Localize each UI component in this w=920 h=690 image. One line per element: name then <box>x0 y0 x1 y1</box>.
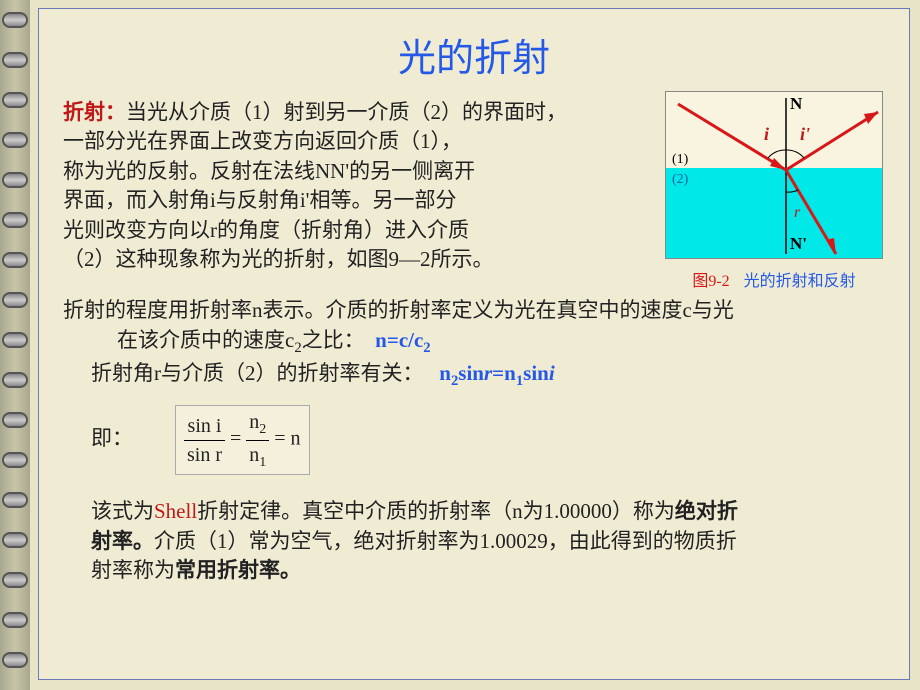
shell-l2b: 射率称为 <box>91 558 175 582</box>
def-line6: （2）这种现象称为光的折射，如图9—2所示。 <box>63 247 494 271</box>
caption-text: 光的折射和反射 <box>744 273 856 290</box>
ring <box>2 492 28 508</box>
snell-fraction-box: sin i sin r = n2 n1 = n <box>175 405 310 475</box>
idx-line1a: 折射的程度用折射率n表示。介质的折射率定义为光在真空中的速度c与光 <box>63 298 734 322</box>
shell-l1a: 该式为 <box>91 499 154 523</box>
idx-line1b: 在该介质中的速度c2之比： n=c/c2 <box>63 326 431 359</box>
ring <box>2 12 28 28</box>
index-paragraph: 折射的程度用折射率n表示。介质的折射率定义为光在真空中的速度c与光 在该介质中的… <box>63 296 885 391</box>
ring <box>2 212 28 228</box>
slide-page: 光的折射 N N' i <box>38 8 910 680</box>
shell-paragraph: 该式为Shell折射定律。真空中介质的折射率（n为1.00000）称为绝对折 射… <box>63 497 885 585</box>
def-line2: 一部分光在界面上改变方向返回介质（1）， <box>63 129 462 153</box>
ring <box>2 92 28 108</box>
absolute-index-kw2: 射率。 <box>91 529 154 553</box>
frac-sin: sin i sin r <box>184 412 225 469</box>
ray-svg <box>666 92 884 260</box>
formula-n-cc2: n=c/c2 <box>375 328 430 352</box>
frac-eq-n: = n <box>274 428 300 450</box>
absolute-index-kw1: 绝对折 <box>675 499 738 523</box>
def-line3: 称为光的反射。反射在法线NN'的另一侧离开 <box>63 159 475 183</box>
ring <box>2 612 28 628</box>
ring <box>2 412 28 428</box>
ring <box>2 252 28 268</box>
ring <box>2 372 28 388</box>
shell-l1b: 折射定律。真空中介质的折射率（n为1.00000）称为 <box>197 499 675 523</box>
ring <box>2 452 28 468</box>
page-title: 光的折射 <box>63 27 885 82</box>
shell-word: Shell <box>154 499 197 523</box>
fraction-label: 即： <box>91 426 133 450</box>
label-r: r <box>794 204 800 222</box>
formula-snell-inline: n2sinr=n1sini <box>434 361 555 385</box>
ring <box>2 132 28 148</box>
def-line5: 光则改变方向以r的角度（折射角）进入介质 <box>63 218 469 242</box>
caption-fig-num: 图9-2 <box>692 273 729 290</box>
spiral-binding <box>0 0 30 690</box>
keyword-refraction: 折射： <box>63 100 126 124</box>
label-medium1: (1) <box>672 152 688 168</box>
ring <box>2 292 28 308</box>
diagram-box: N N' i i' r (1) (2) <box>665 91 883 259</box>
fraction-row: 即： sin i sin r = n2 n1 = n <box>63 405 885 475</box>
label-medium2: (2) <box>672 172 688 188</box>
definition-paragraph: 折射：当光从介质（1）射到另一介质（2）的界面时， 一部分光在界面上改变方向返回… <box>63 98 643 274</box>
ring <box>2 172 28 188</box>
def-line4: 界面，而入射角i与反射角i'相等。另一部分 <box>63 188 456 212</box>
common-index-kw: 常用折射率。 <box>175 558 301 582</box>
ring <box>2 532 28 548</box>
ring <box>2 572 28 588</box>
ring <box>2 652 28 668</box>
idx-line2: 折射角r与介质（2）的折射率有关： n2sinr=n1sini <box>63 359 555 392</box>
label-i: i <box>764 124 769 145</box>
ring <box>2 332 28 348</box>
label-i-prime: i' <box>800 124 810 145</box>
label-N-top: N <box>790 94 802 114</box>
def-line1: 当光从介质（1）射到另一介质（2）的界面时， <box>126 100 567 124</box>
ring <box>2 52 28 68</box>
diagram-caption: 图9-2 光的折射和反射 <box>665 267 883 291</box>
frac-n: n2 n1 <box>246 408 269 472</box>
refraction-diagram: N N' i i' r (1) (2) 图9-2 光的折射和反射 <box>665 91 883 291</box>
label-N-bot: N' <box>790 234 807 254</box>
shell-l2a: 介质（1）常为空气，绝对折射率为1.00029，由此得到的物质折 <box>154 529 737 553</box>
